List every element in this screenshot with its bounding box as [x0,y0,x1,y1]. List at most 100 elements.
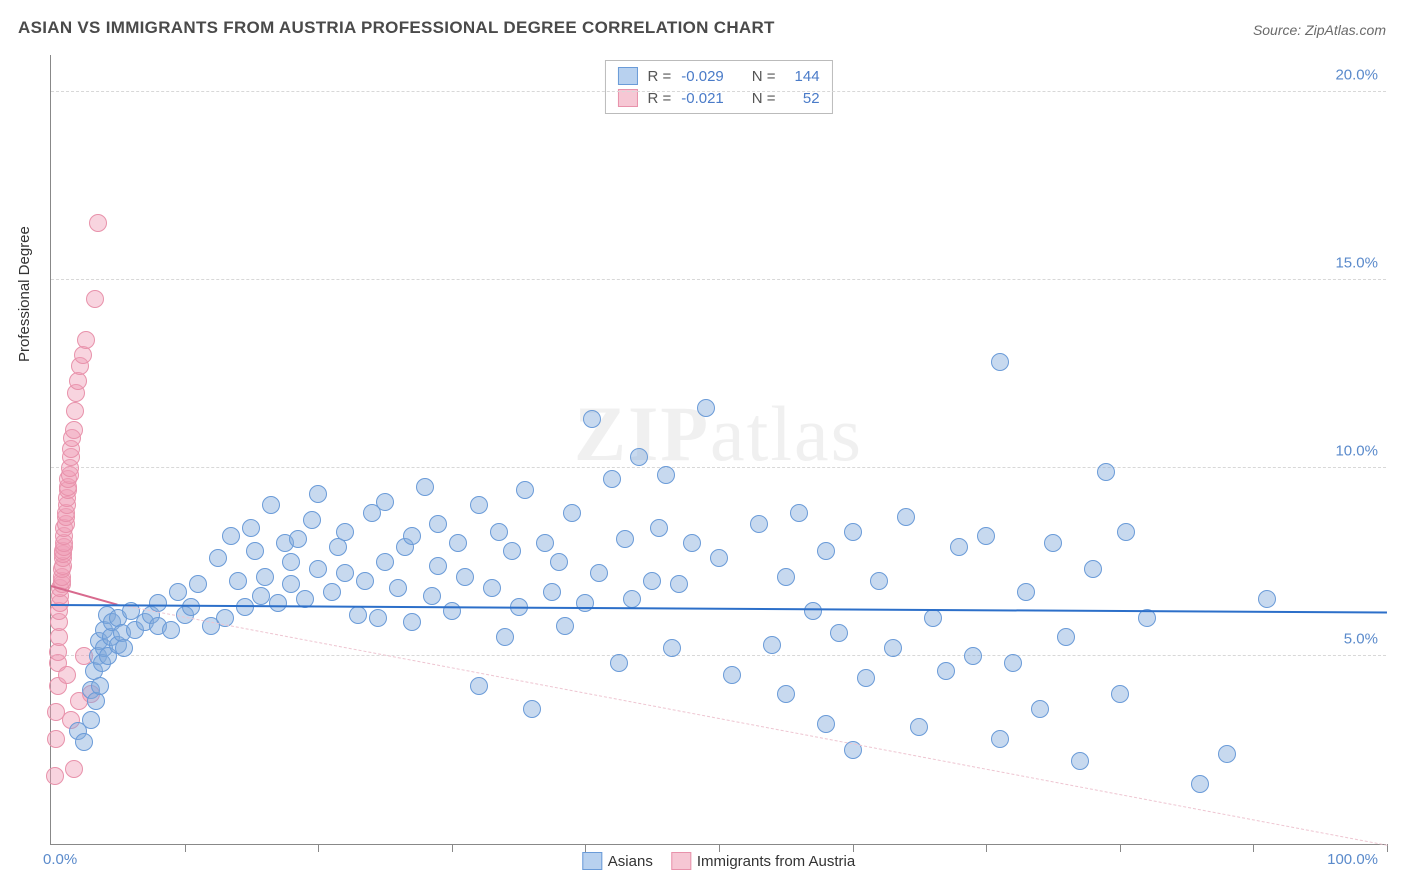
n-label: N = [752,68,776,85]
data-point-austria [77,331,95,349]
data-point-asians [389,579,407,597]
data-point-asians [1258,590,1276,608]
data-point-asians [924,609,942,627]
data-point-asians [87,692,105,710]
data-point-asians [663,639,681,657]
data-point-asians [697,399,715,417]
data-point-asians [964,647,982,665]
data-point-asians [643,572,661,590]
chart-title: ASIAN VS IMMIGRANTS FROM AUSTRIA PROFESS… [18,18,775,38]
legend-stats: R =-0.029N =144R =-0.021N =52 [604,60,832,114]
x-axis-end-label: 100.0% [1327,851,1378,868]
legend-swatch [617,89,637,107]
data-point-asians [583,410,601,428]
x-tick [452,844,453,852]
data-point-asians [282,553,300,571]
data-point-asians [289,530,307,548]
gridline-horizontal [51,279,1386,280]
data-point-asians [490,523,508,541]
data-point-austria [89,214,107,232]
data-point-asians [323,583,341,601]
data-point-asians [309,560,327,578]
r-value: -0.029 [681,68,724,85]
x-tick [853,844,854,852]
data-point-asians [790,504,808,522]
data-point-austria [46,767,64,785]
n-value: 144 [786,68,820,85]
data-point-asians [443,602,461,620]
gridline-horizontal [51,91,1386,92]
data-point-austria [65,760,83,778]
data-point-austria [86,290,104,308]
data-point-asians [937,662,955,680]
data-point-asians [543,583,561,601]
data-point-asians [115,639,133,657]
data-point-asians [657,466,675,484]
data-point-asians [844,523,862,541]
data-point-asians [897,508,915,526]
data-point-asians [91,677,109,695]
data-point-austria [58,666,76,684]
data-point-asians [369,609,387,627]
data-point-asians [470,677,488,695]
data-point-asians [1097,463,1115,481]
data-point-asians [1071,752,1089,770]
data-point-asians [683,534,701,552]
r-label: R = [647,90,671,107]
data-point-asians [503,542,521,560]
data-point-asians [550,553,568,571]
gridline-horizontal [51,467,1386,468]
data-point-asians [82,711,100,729]
data-point-austria [65,421,83,439]
data-point-asians [75,733,93,751]
data-point-asians [303,511,321,529]
data-point-asians [616,530,634,548]
r-value: -0.021 [681,90,724,107]
data-point-asians [429,557,447,575]
gridline-horizontal [51,655,1386,656]
data-point-asians [670,575,688,593]
data-point-asians [630,448,648,466]
data-point-asians [763,636,781,654]
data-point-asians [496,628,514,646]
data-point-asians [723,666,741,684]
data-point-asians [1057,628,1075,646]
data-point-asians [403,527,421,545]
data-point-asians [262,496,280,514]
data-point-asians [623,590,641,608]
data-point-asians [1218,745,1236,763]
data-point-asians [750,515,768,533]
data-point-asians [423,587,441,605]
data-point-asians [650,519,668,537]
data-point-asians [189,575,207,593]
data-point-asians [376,493,394,511]
data-point-asians [556,617,574,635]
data-point-asians [470,496,488,514]
data-point-asians [403,613,421,631]
legend-swatch [671,852,691,870]
y-axis-label: Professional Degree [16,226,33,362]
data-point-asians [870,572,888,590]
data-point-asians [376,553,394,571]
data-point-asians [777,685,795,703]
data-point-asians [162,621,180,639]
data-point-asians [416,478,434,496]
legend-swatch [617,67,637,85]
y-tick-label: 5.0% [1344,630,1378,647]
data-point-asians [429,515,447,533]
data-point-asians [169,583,187,601]
data-point-asians [563,504,581,522]
data-point-asians [1031,700,1049,718]
data-point-asians [830,624,848,642]
legend-stat-row: R =-0.029N =144 [617,65,819,87]
data-point-asians [777,568,795,586]
x-tick [1120,844,1121,852]
x-tick [185,844,186,852]
x-tick [719,844,720,852]
data-point-asians [182,598,200,616]
x-axis-origin-label: 0.0% [43,851,77,868]
data-point-asians [336,523,354,541]
trend-line [118,604,1387,846]
data-point-asians [610,654,628,672]
data-point-asians [269,594,287,612]
